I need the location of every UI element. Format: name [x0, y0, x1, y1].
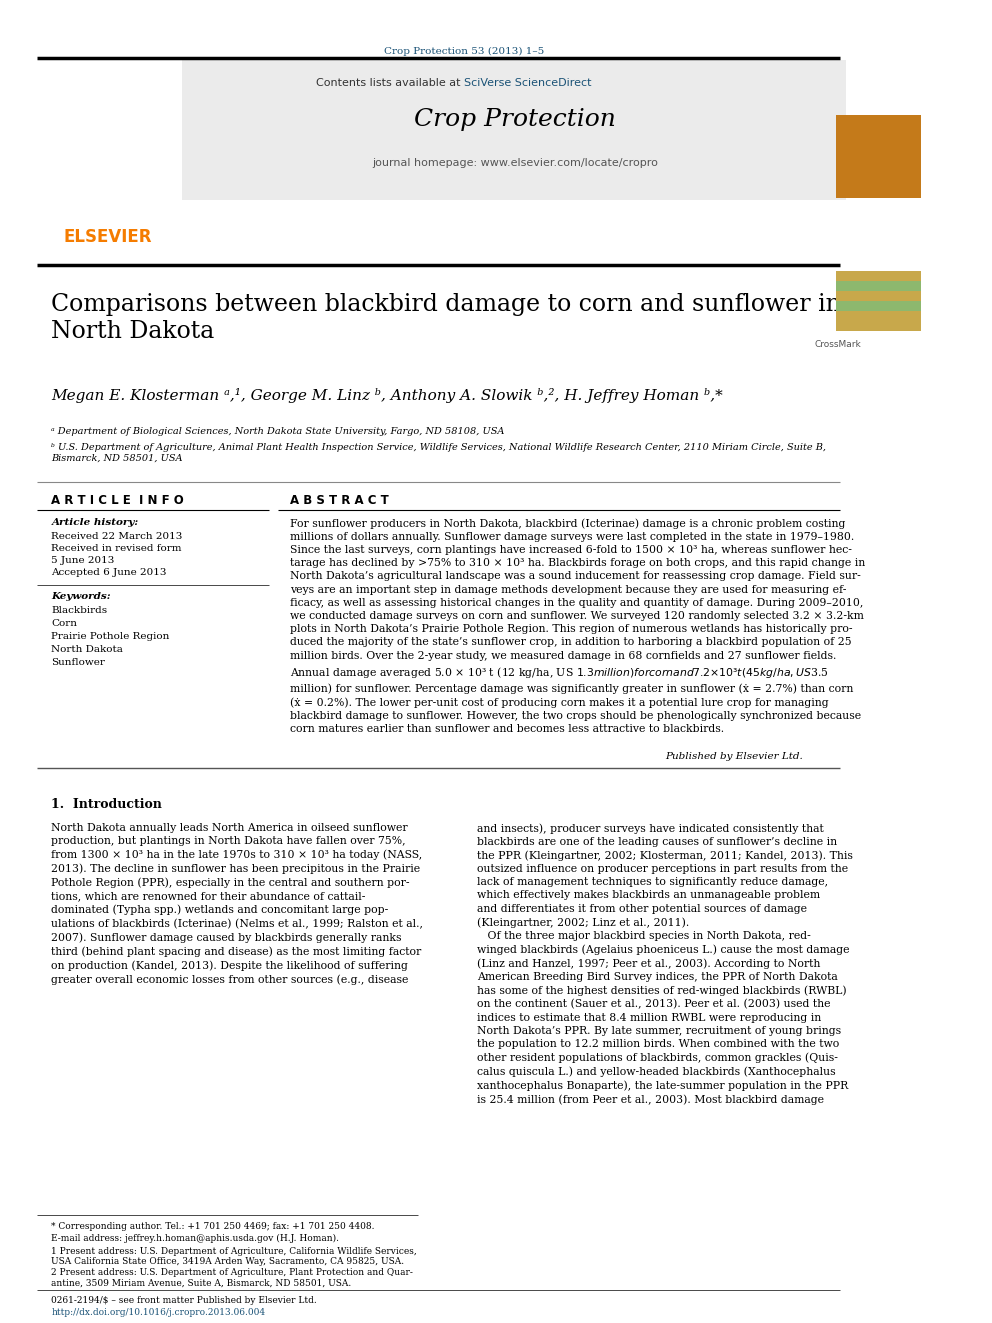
Text: E-mail address: jeffrey.h.homan@aphis.usda.gov (H.J. Homan).: E-mail address: jeffrey.h.homan@aphis.us… — [52, 1234, 339, 1244]
Text: North Dakota: North Dakota — [52, 646, 123, 654]
Text: Received in revised form: Received in revised form — [52, 544, 182, 553]
Text: http://dx.doi.org/10.1016/j.cropro.2013.06.004: http://dx.doi.org/10.1016/j.cropro.2013.… — [52, 1308, 266, 1316]
Text: Crop Protection 53 (2013) 1–5: Crop Protection 53 (2013) 1–5 — [384, 48, 545, 56]
Bar — [835, 115, 921, 198]
Text: * Corresponding author. Tel.: +1 701 250 4469; fax: +1 701 250 4408.: * Corresponding author. Tel.: +1 701 250… — [52, 1222, 375, 1230]
Text: and insects), producer surveys have indicated consistently that
blackbirds are o: and insects), producer surveys have indi… — [477, 823, 853, 1105]
Text: Comparisons between blackbird damage to corn and sunflower in
North Dakota: Comparisons between blackbird damage to … — [52, 292, 841, 343]
Text: A R T I C L E  I N F O: A R T I C L E I N F O — [52, 493, 185, 507]
Text: 2 Present address: U.S. Department of Agriculture, Plant Protection and Quar-
an: 2 Present address: U.S. Department of Ag… — [52, 1267, 414, 1287]
Text: 1 Present address: U.S. Department of Agriculture, California Wildlife Services,: 1 Present address: U.S. Department of Ag… — [52, 1248, 418, 1266]
Text: ᵇ U.S. Department of Agriculture, Animal Plant Health Inspection Service, Wildli: ᵇ U.S. Department of Agriculture, Animal… — [52, 443, 826, 463]
Text: Received 22 March 2013: Received 22 March 2013 — [52, 532, 183, 541]
Text: Article history:: Article history: — [52, 519, 139, 527]
Bar — [835, 271, 921, 282]
Bar — [835, 311, 921, 321]
Text: CrossMark: CrossMark — [814, 340, 861, 349]
Bar — [835, 291, 921, 302]
Text: 5 June 2013: 5 June 2013 — [52, 556, 115, 565]
Bar — [183, 60, 846, 200]
Text: For sunflower producers in North Dakota, blackbird (Icterinae) damage is a chron: For sunflower producers in North Dakota,… — [290, 519, 865, 734]
Text: SciVerse ScienceDirect: SciVerse ScienceDirect — [464, 78, 591, 89]
Text: ELSEVIER: ELSEVIER — [63, 228, 152, 246]
Bar — [835, 321, 921, 331]
Text: Prairie Pothole Region: Prairie Pothole Region — [52, 632, 170, 642]
Text: Contents lists available at: Contents lists available at — [316, 78, 464, 89]
Text: Crop Protection: Crop Protection — [415, 108, 616, 131]
Bar — [835, 282, 921, 291]
Text: ᵃ Department of Biological Sciences, North Dakota State University, Fargo, ND 58: ᵃ Department of Biological Sciences, Nor… — [52, 427, 505, 437]
Bar — [835, 302, 921, 311]
Text: Blackbirds: Blackbirds — [52, 606, 107, 615]
Text: Corn: Corn — [52, 619, 77, 628]
Text: Megan E. Klosterman ᵃ,¹, George M. Linz ᵇ, Anthony A. Slowik ᵇ,², H. Jeffrey Hom: Megan E. Klosterman ᵃ,¹, George M. Linz … — [52, 388, 723, 404]
Text: Sunflower: Sunflower — [52, 658, 105, 667]
Text: Published by Elsevier Ltd.: Published by Elsevier Ltd. — [666, 751, 803, 761]
Text: 1.  Introduction: 1. Introduction — [52, 798, 163, 811]
Text: North Dakota annually leads North America in oilseed sunflower
production, but p: North Dakota annually leads North Americ… — [52, 823, 424, 986]
Text: journal homepage: www.elsevier.com/locate/cropro: journal homepage: www.elsevier.com/locat… — [372, 157, 658, 168]
Text: A B S T R A C T: A B S T R A C T — [290, 493, 389, 507]
Text: Keywords:: Keywords: — [52, 591, 111, 601]
Text: 0261-2194/$ – see front matter Published by Elsevier Ltd.: 0261-2194/$ – see front matter Published… — [52, 1297, 317, 1304]
Text: Accepted 6 June 2013: Accepted 6 June 2013 — [52, 568, 167, 577]
Text: C Crop
Protection: C Crop Protection — [852, 208, 906, 228]
